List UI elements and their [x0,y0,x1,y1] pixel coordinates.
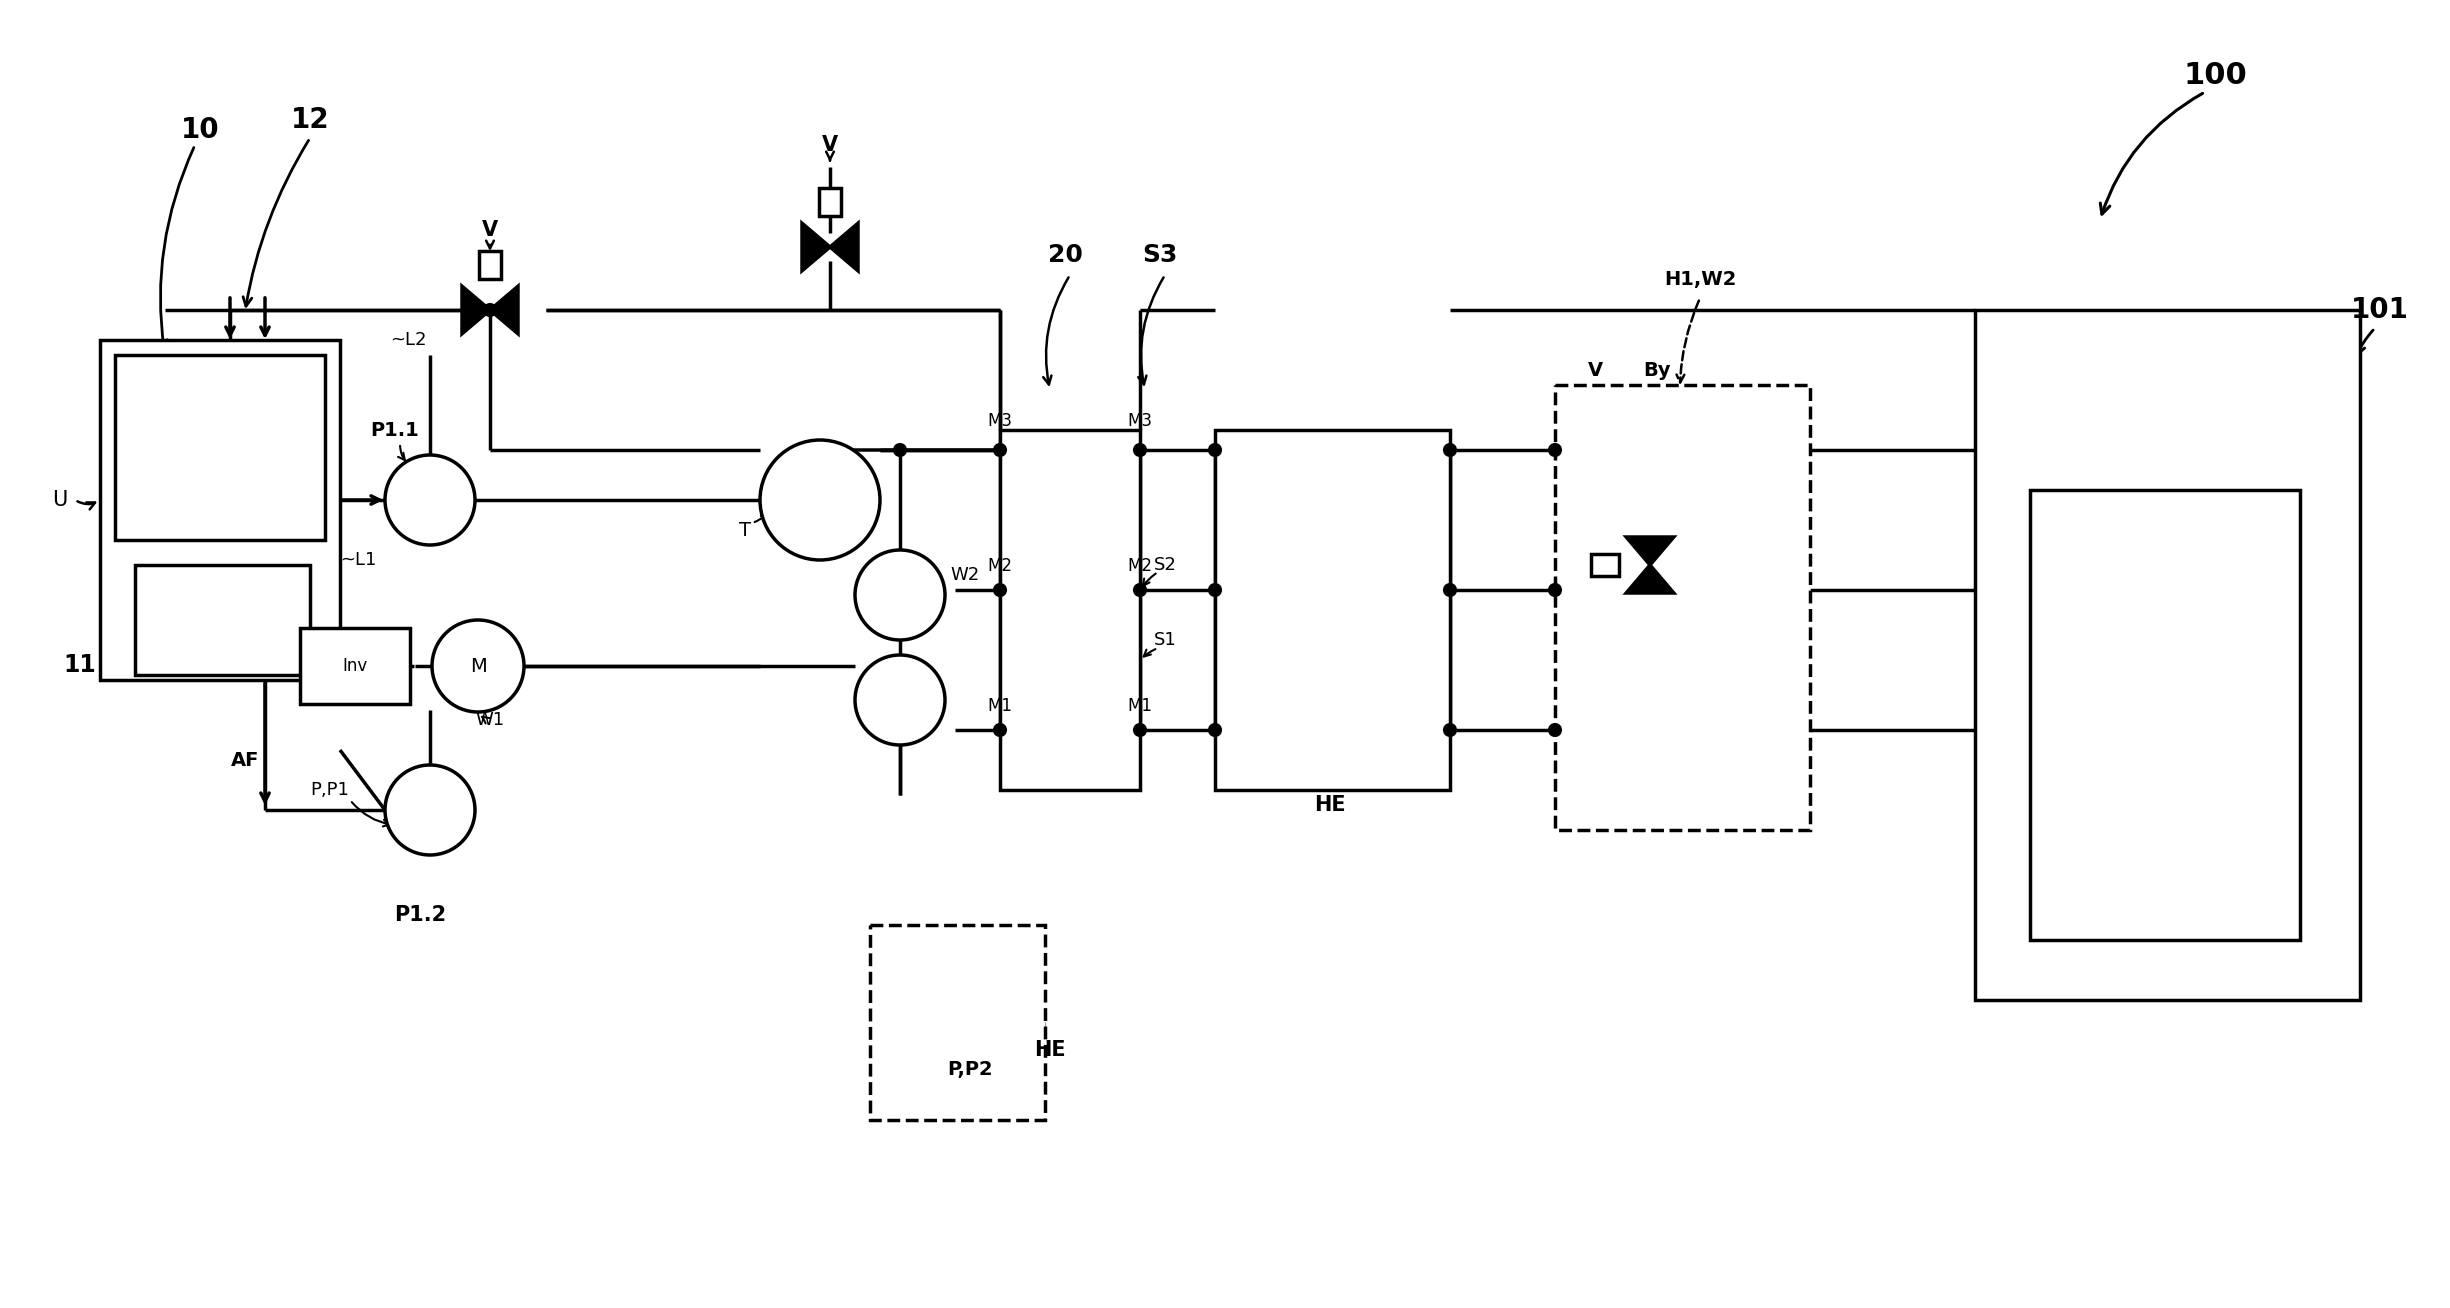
Text: V: V [1588,361,1602,379]
Circle shape [1443,443,1458,456]
Text: H1,W2: H1,W2 [1664,271,1737,289]
Text: S2: S2 [1154,556,1176,574]
Text: M1: M1 [987,697,1012,715]
Circle shape [1208,443,1223,456]
Polygon shape [1627,565,1673,593]
Circle shape [483,303,497,317]
Circle shape [1443,583,1458,596]
Text: 20: 20 [1049,243,1083,267]
Text: M1: M1 [1127,697,1152,715]
Text: M2: M2 [1127,557,1152,576]
Circle shape [1208,583,1223,596]
Circle shape [992,583,1007,596]
Text: S3: S3 [1142,243,1178,267]
Bar [100,340,341,680]
Text: By: By [1644,361,1671,379]
Text: HE: HE [1313,795,1345,815]
Text: M2: M2 [987,557,1012,576]
Text: 11: 11 [64,653,96,678]
Text: T: T [740,521,752,539]
Circle shape [1208,723,1223,736]
Text: AF: AF [230,751,260,769]
Bar [115,354,326,540]
Circle shape [1548,583,1563,596]
Polygon shape [463,286,490,334]
Text: W2: W2 [951,566,980,583]
Bar [1590,555,1619,576]
Text: 10: 10 [181,116,220,144]
Bar [2031,490,2301,940]
Circle shape [992,723,1007,736]
Circle shape [760,439,880,560]
Text: Inv: Inv [343,657,368,675]
Text: M: M [470,657,488,675]
Polygon shape [1627,538,1673,565]
Text: U: U [51,490,69,510]
Circle shape [1548,443,1563,456]
Text: ~L2: ~L2 [390,331,426,349]
Text: HE: HE [1034,1040,1066,1059]
Text: 12: 12 [292,106,328,133]
Bar [135,565,311,675]
Text: P,P2: P,P2 [948,1061,992,1079]
Bar [480,251,500,279]
Circle shape [1443,723,1458,736]
Circle shape [1132,723,1147,736]
Circle shape [774,455,865,545]
Text: 101: 101 [2352,296,2408,324]
Polygon shape [801,224,831,271]
Text: S1: S1 [1154,630,1176,649]
Circle shape [385,455,475,545]
Text: M3: M3 [1127,412,1152,430]
Bar [818,188,840,216]
Bar [1975,310,2359,1001]
Bar [299,628,409,704]
Bar [1000,430,1139,790]
Polygon shape [831,224,858,271]
Text: V: V [821,135,838,156]
Text: 100: 100 [2183,60,2247,89]
Text: M3: M3 [987,412,1012,430]
Circle shape [431,620,524,712]
Bar [1215,430,1450,790]
Circle shape [855,655,946,746]
Circle shape [855,549,946,640]
Circle shape [1132,583,1147,596]
Text: W1: W1 [475,712,505,729]
Bar [1556,385,1811,831]
Text: P1.1: P1.1 [370,420,419,439]
Text: V: V [483,220,497,239]
Bar [870,925,1046,1120]
Text: P,P1: P,P1 [311,781,350,799]
Circle shape [385,765,475,855]
Text: P1.2: P1.2 [394,905,446,925]
Circle shape [892,443,906,456]
Circle shape [1132,443,1147,456]
Text: ~L1: ~L1 [341,551,377,569]
Circle shape [1548,723,1563,736]
Circle shape [992,443,1007,456]
Polygon shape [490,286,517,334]
